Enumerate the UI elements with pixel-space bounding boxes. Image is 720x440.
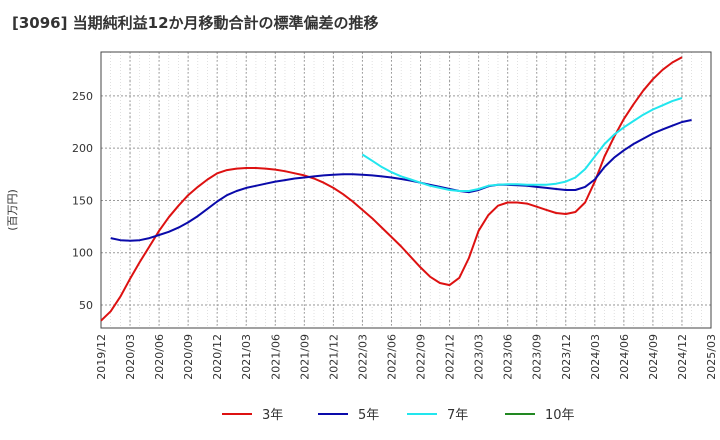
y-tick-label: 150 (72, 194, 93, 207)
x-tick-label: 2020/03 (124, 334, 137, 380)
series-line-2 (361, 97, 683, 192)
x-tick-label: 2024/03 (589, 334, 602, 380)
series-line-0 (100, 56, 683, 322)
x-tick-label: 2020/09 (182, 334, 195, 380)
y-tick-label: 200 (72, 142, 93, 155)
x-tick-label: 2024/06 (618, 334, 631, 380)
plot-frame (100, 51, 712, 329)
x-tick-label: 2023/09 (531, 334, 544, 380)
x-tick-label: 2021/03 (240, 334, 253, 380)
x-tick-label: 2025/03 (705, 334, 718, 380)
x-tick-label: 2023/03 (473, 334, 486, 380)
x-tick-label: 2021/06 (269, 334, 282, 380)
series-line-1 (110, 119, 692, 242)
legend-label-3: 10年 (545, 408, 575, 423)
y-tick-label: 250 (72, 90, 93, 103)
plot-area (101, 52, 711, 328)
x-tick-label: 2022/09 (415, 334, 428, 380)
x-tick-label: 2021/09 (298, 334, 311, 380)
x-tick-label: 2022/06 (385, 334, 398, 380)
x-tick-label: 2021/12 (327, 334, 340, 380)
x-tick-label: 2019/12 (95, 334, 108, 380)
legend-label-0: 3年 (262, 408, 283, 423)
x-tick-label: 2020/12 (211, 334, 224, 380)
y-tick-label: 50 (79, 299, 93, 312)
x-tick-label: 2022/12 (444, 334, 457, 380)
x-tick-label: 2020/06 (153, 334, 166, 380)
legend-label-2: 7年 (447, 408, 468, 423)
x-tick-label: 2022/03 (356, 334, 369, 380)
x-tick-label: 2023/12 (560, 334, 573, 380)
chart-title: [3096] 当期純利益12か月移動合計の標準偏差の推移 (12, 14, 379, 32)
x-tick-label: 2024/12 (676, 334, 689, 380)
y-tick-label: 100 (72, 247, 93, 260)
x-tick-label: 2023/06 (502, 334, 515, 380)
x-tick-label: 2024/09 (647, 334, 660, 380)
legend-label-1: 5年 (358, 408, 379, 423)
